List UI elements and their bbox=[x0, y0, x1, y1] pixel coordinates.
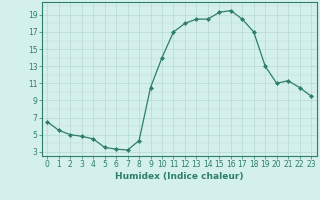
X-axis label: Humidex (Indice chaleur): Humidex (Indice chaleur) bbox=[115, 172, 244, 181]
